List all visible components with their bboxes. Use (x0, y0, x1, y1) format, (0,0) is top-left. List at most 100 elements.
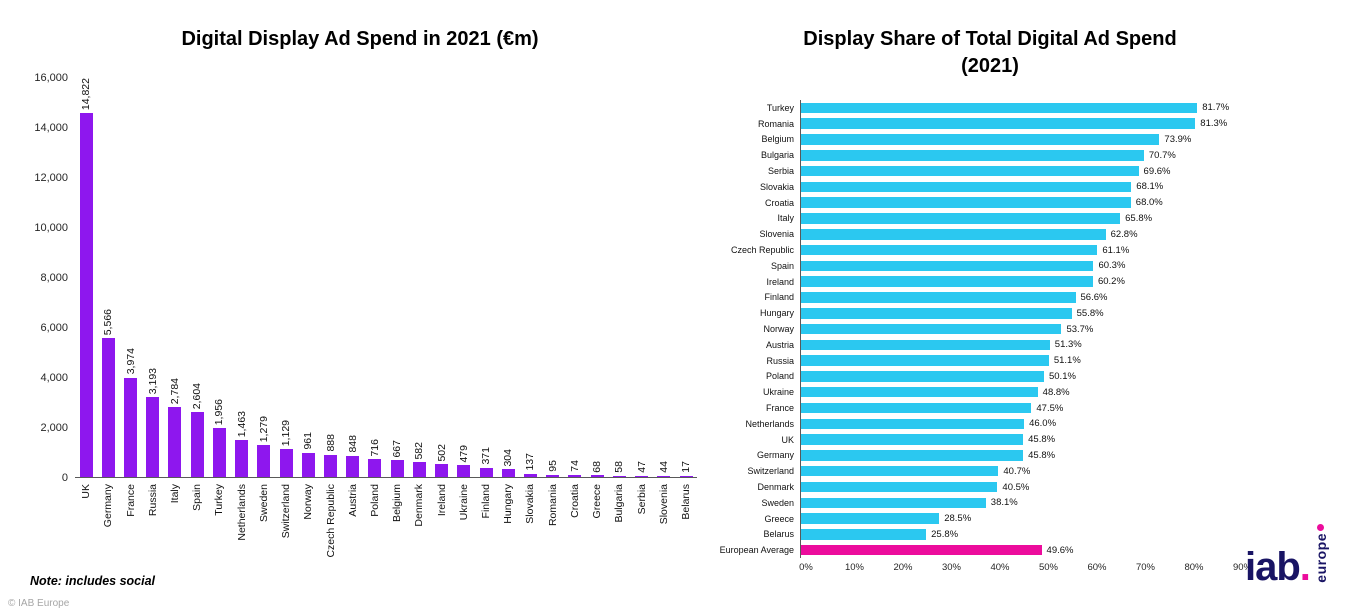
hbar-row: Serbia 69.6% (640, 163, 1306, 179)
bar-value-label: 68.0% (1135, 197, 1163, 209)
bar-track: 81.3% (800, 115, 1306, 132)
category-label: Slovakia (524, 484, 537, 524)
hbar-row: Netherlands 46.0% (640, 415, 1306, 432)
bar-value-label: 45.8% (1028, 434, 1056, 446)
bar-column: 1,956 (208, 78, 230, 477)
bar-value-label: 74 (568, 460, 581, 473)
bar (801, 481, 998, 493)
y-axis-tick-label: 0 (61, 472, 68, 484)
category-label: Sweden (761, 497, 794, 508)
bar-value-label: 81.3% (1200, 118, 1228, 130)
x-axis-tick-label: 90% (1232, 562, 1253, 573)
bar-value-label: 53.7% (1066, 323, 1094, 335)
category-label: Ukraine (762, 387, 794, 398)
bar-value-label: 40.7% (1003, 465, 1031, 477)
x-axis-tick-label: 10% (844, 562, 865, 573)
bar (801, 323, 1062, 335)
bar (801, 260, 1094, 272)
left-chart-x-axis-labels: UK Germany France Russia Italy Spain Turkey Net… (75, 481, 697, 573)
hbar-row: Belarus 25.8% (640, 526, 1306, 543)
x-axis-label-cell: Ukraine (453, 481, 475, 573)
bar-column: 58 (608, 78, 630, 477)
hbar-row: Croatia 68.0% (640, 194, 1306, 211)
bar-value-label: 49.6% (1046, 544, 1074, 556)
category-label: Spain (770, 260, 794, 271)
bar-column: 3,193 (142, 78, 164, 477)
bar-track: 51.3% (800, 336, 1306, 353)
category-label: Finland (764, 292, 794, 303)
bar (801, 102, 1198, 114)
hbar-row: Denmark 40.5% (640, 479, 1306, 495)
x-axis-label-cell: Germany (97, 481, 119, 573)
bar-value-label: 81.7% (1202, 102, 1230, 114)
bar-value-label: 5,566 (102, 308, 115, 335)
bar-track: 38.1% (800, 494, 1306, 511)
bar (801, 434, 1024, 445)
hbar-row: Sweden 38.1% (640, 494, 1306, 511)
bar-track: 73.9% (800, 131, 1306, 148)
x-axis-label-cell: Croatia (564, 481, 586, 573)
bar-column: 14,822 (75, 78, 97, 477)
bar (801, 118, 1196, 129)
bar (801, 150, 1144, 161)
bar-track: 49.6% (800, 542, 1306, 559)
category-label: Romania (757, 118, 794, 129)
x-axis-label-cell: France (119, 481, 141, 573)
hbar-row: Slovenia 62.8% (640, 226, 1306, 243)
bar (801, 165, 1139, 177)
bar-value-label: 2,604 (191, 382, 204, 409)
category-label: Switzerland (747, 466, 794, 477)
bar (390, 460, 404, 477)
bar-column: 667 (386, 78, 408, 477)
category-label: Belgium (761, 134, 794, 145)
bar-value-label: 48.8% (1042, 386, 1070, 398)
bar (801, 371, 1044, 382)
bar (801, 339, 1050, 351)
x-axis-label-cell: Spain (186, 481, 208, 573)
bar-track: 60.3% (800, 257, 1306, 274)
bar (801, 513, 940, 524)
bar-value-label: 73.9% (1164, 133, 1192, 145)
bar (590, 475, 604, 477)
bar-track: 62.8% (800, 226, 1306, 243)
category-label: Denmark (757, 482, 794, 493)
x-axis-label-cell: Sweden (253, 481, 275, 573)
bar-column: 1,279 (253, 78, 275, 477)
bar (146, 397, 160, 477)
hbar-row: UK 45.8% (640, 431, 1306, 448)
category-label: Austria (765, 339, 794, 350)
logo-magenta-dot: . (1299, 544, 1311, 589)
bar-value-label: 38.1% (990, 497, 1018, 509)
bar-track: 56.6% (800, 289, 1306, 306)
bar (324, 454, 338, 477)
category-label: Poland (368, 484, 381, 517)
bar (801, 497, 986, 509)
logo-europe-text: europe (1312, 533, 1329, 583)
bar-value-label: 62.8% (1110, 228, 1138, 240)
bar-value-label: 95 (546, 459, 559, 472)
bar-track: 81.7% (800, 100, 1306, 116)
footnote: Note: includes social (30, 574, 156, 588)
category-label: Finland (480, 484, 493, 519)
bar-value-label: 69.6% (1143, 165, 1171, 177)
bar (546, 474, 560, 477)
x-axis-label-cell: Switzerland (275, 481, 297, 573)
hbar-row: Bulgaria 70.7% (640, 147, 1306, 164)
category-label: Spain (191, 484, 204, 511)
x-axis-label-cell: Finland (475, 481, 497, 573)
bar (101, 337, 115, 477)
hbar-row: Germany 45.8% (640, 447, 1306, 464)
category-label: Turkey (766, 102, 794, 113)
bar-column: 5,566 (97, 78, 119, 477)
bar (801, 402, 1032, 414)
hbar-row: Hungary 55.8% (640, 305, 1306, 322)
bar (801, 386, 1038, 398)
category-label: Belgium (391, 484, 404, 522)
category-label: Italy (777, 213, 794, 224)
bar-track: 47.5% (800, 400, 1306, 416)
bar-track: 45.8% (800, 447, 1306, 464)
category-label: Germany (102, 484, 115, 528)
bar-column: 47 (630, 78, 652, 477)
x-axis-label-cell: Austria (342, 481, 364, 573)
y-axis-tick-label: 8,000 (40, 272, 68, 284)
